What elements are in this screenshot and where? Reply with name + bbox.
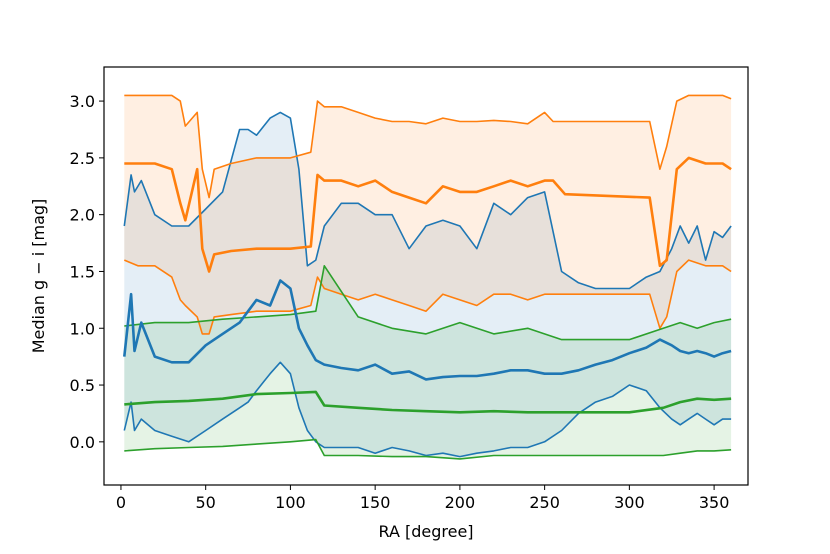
x-tick-label: 300: [614, 493, 645, 512]
x-tick-label: 50: [196, 493, 216, 512]
blue-median-line: [123, 279, 732, 381]
y-axis-ticks: 0.0 0.5 1.0 1.5 2.0 2.5 3.0: [70, 92, 104, 452]
x-tick-label: 200: [445, 493, 476, 512]
confidence-bands: [124, 95, 732, 459]
y-tick-label: 1.5: [70, 262, 95, 281]
y-tick-label: 0.0: [70, 433, 95, 452]
y-axis-label: Median g − i [mag]: [29, 199, 48, 354]
x-tick-label: 250: [529, 493, 560, 512]
y-tick-label: 1.0: [70, 319, 95, 338]
blue-lower-line: [123, 361, 732, 458]
x-axis-ticks: 0 50 100 150 200 250 300 350: [116, 485, 730, 512]
green-band: [124, 265, 732, 459]
y-tick-label: 2.0: [70, 206, 95, 225]
x-tick-label: 100: [275, 493, 306, 512]
x-tick-label: 0: [116, 493, 126, 512]
x-tick-label: 150: [360, 493, 391, 512]
y-tick-label: 0.5: [70, 376, 95, 395]
green-lower-line: [124, 438, 732, 460]
orange-upper-line: [124, 94, 732, 199]
green-median-line: [124, 390, 732, 414]
median-lines: [123, 156, 732, 414]
y-tick-label: 3.0: [70, 92, 95, 111]
orange-median-line: [124, 156, 732, 273]
orange-lower-line: [123, 259, 732, 335]
green-upper-line: [124, 264, 732, 341]
plot-frame: [103, 66, 749, 486]
orange-band: [124, 95, 732, 334]
x-tick-label: 350: [699, 493, 730, 512]
x-axis-label: RA [degree]: [378, 522, 473, 541]
y-tick-label: 2.5: [70, 149, 95, 168]
